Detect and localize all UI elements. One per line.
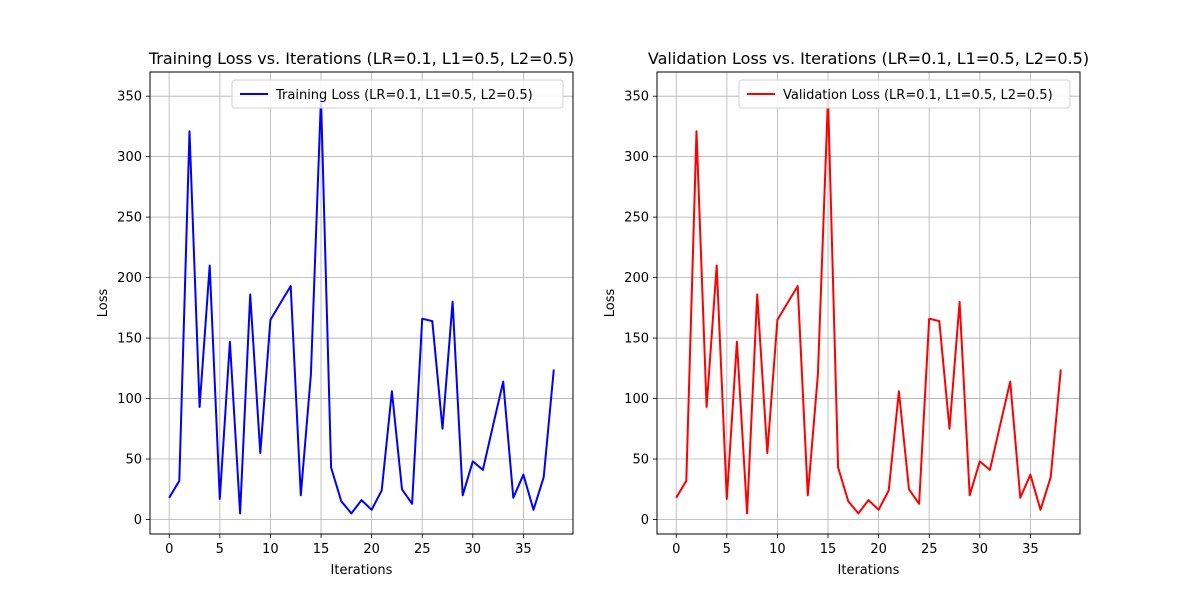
y-tick-label: 250 xyxy=(624,211,649,226)
x-axis-label: Iterations xyxy=(331,563,393,578)
y-tick-label: 100 xyxy=(624,392,649,407)
axes-frame xyxy=(149,71,574,535)
x-tick-label: 10 xyxy=(769,542,786,557)
x-tick-label: 30 xyxy=(972,542,989,557)
x-tick-label: 0 xyxy=(672,542,680,557)
x-tick-label: 5 xyxy=(216,542,224,557)
chart-title: Validation Loss vs. Iterations (LR=0.1, … xyxy=(648,49,1089,68)
y-tick-label: 100 xyxy=(117,392,142,407)
x-axis-label: Iterations xyxy=(838,563,900,578)
y-axis-label: Loss xyxy=(96,289,111,318)
y-tick-label: 200 xyxy=(117,271,142,286)
x-tick-label: 20 xyxy=(363,542,380,557)
y-axis-label: Loss xyxy=(603,289,618,318)
y-tick-label: 150 xyxy=(117,332,142,347)
series-line-1 xyxy=(168,96,555,515)
series-line-1 xyxy=(675,96,1062,515)
y-tick-label: 350 xyxy=(117,90,142,105)
x-tick-label: 15 xyxy=(820,542,837,557)
y-tick-label: 250 xyxy=(117,211,142,226)
chart-panel-1: 0 5 10 15 20 25 30 35050100150200250300350Train… xyxy=(96,49,574,578)
x-tick-label: 20 xyxy=(870,542,887,557)
chart-panel-2: 0 5 10 15 20 25 30 35050100150200250300350Valid… xyxy=(603,49,1089,578)
legend: Validation Loss (LR=0.1, L1=0.5, L2=0.5) xyxy=(738,79,1071,109)
y-tick-label: 150 xyxy=(624,332,649,347)
y-tick-label: 0 xyxy=(134,513,142,528)
x-tick-label: 15 xyxy=(313,542,330,557)
legend: Training Loss (LR=0.1, L1=0.5, L2=0.5) xyxy=(231,79,564,109)
x-tick-label: 5 xyxy=(723,542,731,557)
y-tick-label: 0 xyxy=(641,513,649,528)
y-tick-label: 50 xyxy=(632,453,649,468)
x-tick-label: 30 xyxy=(465,542,482,557)
y-tick-label: 300 xyxy=(117,150,142,165)
y-tick-label: 200 xyxy=(624,271,649,286)
y-tick-label: 300 xyxy=(624,150,649,165)
x-tick-label: 25 xyxy=(414,542,431,557)
legend-box xyxy=(231,79,564,109)
legend-label: Training Loss (LR=0.1, L1=0.5, L2=0.5) xyxy=(275,88,533,103)
x-tick-label: 10 xyxy=(262,542,279,557)
legend-box xyxy=(738,79,1071,109)
x-tick-label: 35 xyxy=(515,542,532,557)
x-tick-label: 0 xyxy=(165,542,173,557)
axes-frame xyxy=(656,71,1081,535)
chart-title: Training Loss vs. Iterations (LR=0.1, L1… xyxy=(148,49,574,68)
x-tick-label: 35 xyxy=(1022,542,1039,557)
y-tick-label: 50 xyxy=(125,453,142,468)
y-tick-label: 350 xyxy=(624,90,649,105)
legend-label: Validation Loss (LR=0.1, L1=0.5, L2=0.5) xyxy=(783,88,1053,103)
x-tick-label: 25 xyxy=(921,542,938,557)
